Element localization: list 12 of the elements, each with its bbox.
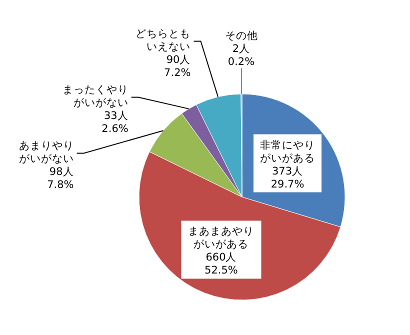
data-label: 373人 29.7% xyxy=(270,165,304,190)
data-label: 33人 2.6% xyxy=(102,110,128,135)
data-label: 98人 7.8% xyxy=(47,166,74,191)
slice-label: まったくやりがいがない xyxy=(62,84,128,109)
data-label: 660人 52.5% xyxy=(204,252,238,277)
data-label: 2人 0.2% xyxy=(228,43,255,68)
slice-label: その他 xyxy=(224,30,258,42)
slice-label: まあまあやりがいがある xyxy=(188,226,254,251)
slice-label: 非常にやりがいがある xyxy=(260,138,316,164)
data-label: 90人 7.2% xyxy=(164,54,191,79)
slice-label: どちらともいえない xyxy=(136,28,191,53)
slice-label: あまりやりがいがない xyxy=(18,140,74,165)
